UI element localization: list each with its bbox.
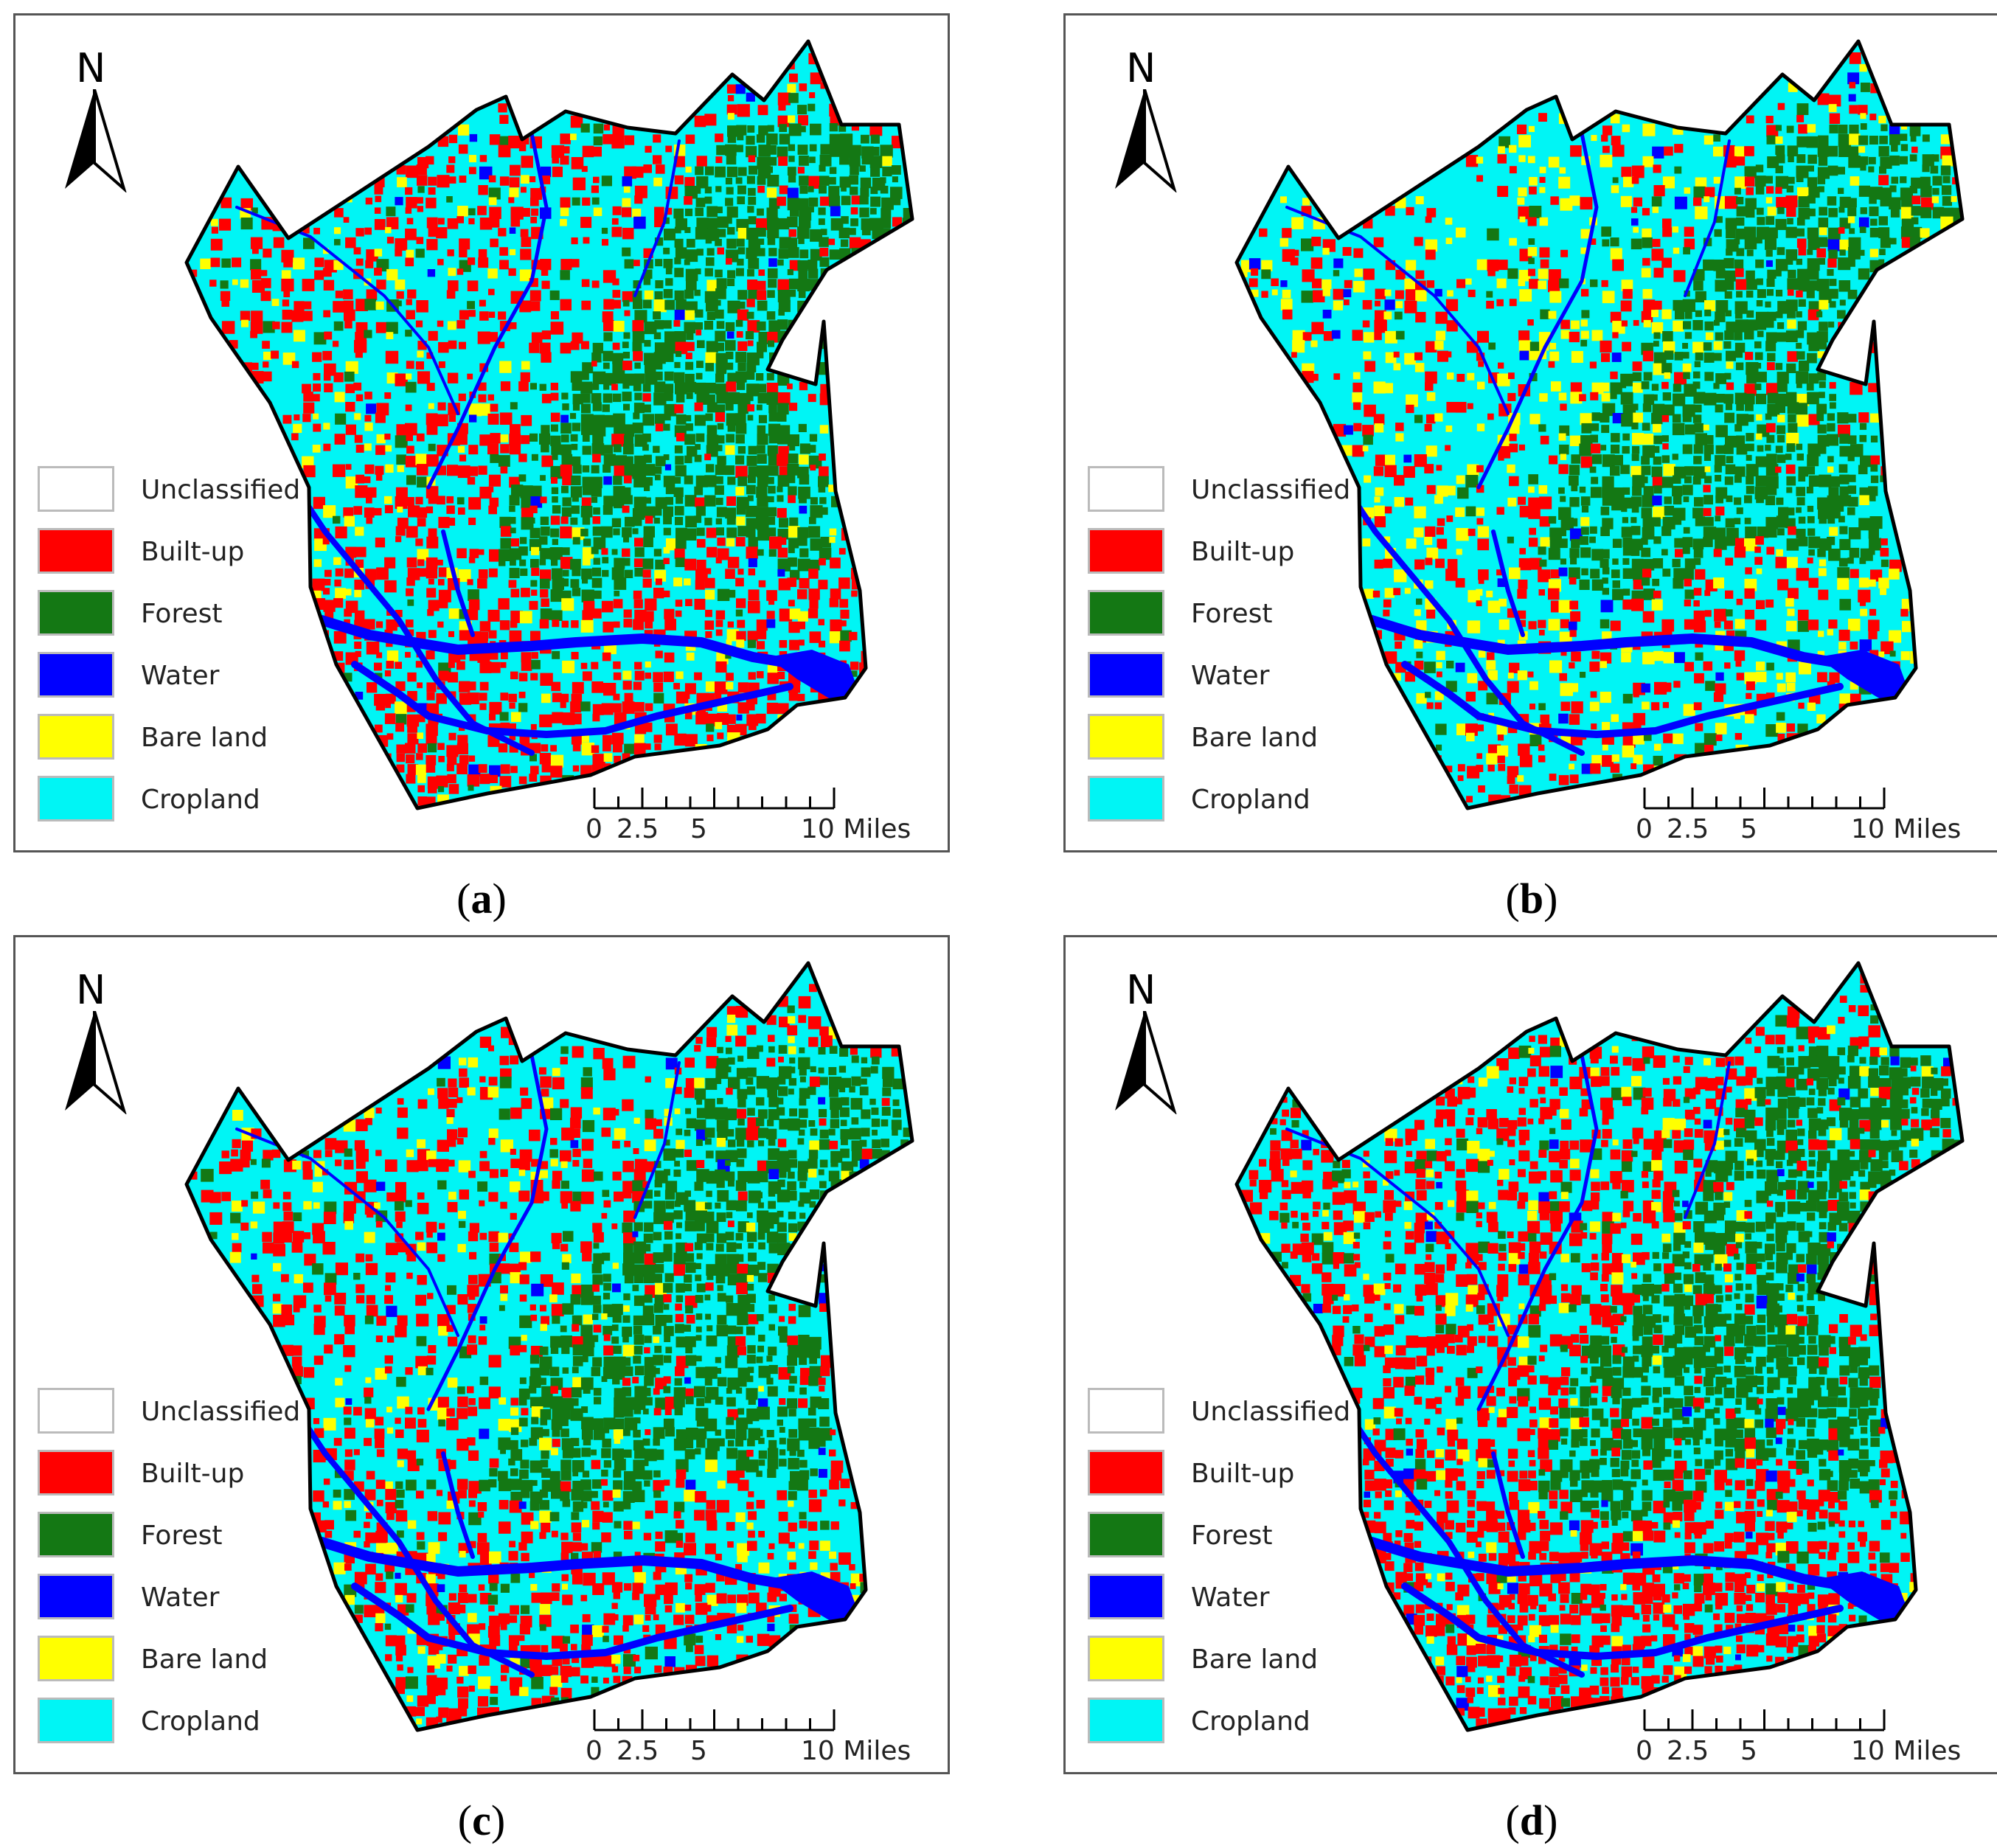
legend-label: Water xyxy=(141,1583,220,1613)
legend-swatch xyxy=(1088,1698,1164,1743)
land-cover-map xyxy=(184,39,914,810)
legend-label: Water xyxy=(1191,661,1270,691)
legend-swatch xyxy=(1088,590,1164,636)
scale-label: 5 xyxy=(1740,814,1757,844)
study-area-boundary xyxy=(1234,961,1965,1732)
study-area-boundary xyxy=(184,39,914,810)
legend-swatch xyxy=(1088,1574,1164,1619)
scale-label: 2.5 xyxy=(617,1736,659,1766)
study-area-boundary xyxy=(184,961,914,1732)
legend-swatch xyxy=(1088,652,1164,698)
legend-swatch xyxy=(38,1698,114,1743)
caption-a: (a) xyxy=(456,875,507,923)
legend-swatch xyxy=(1088,528,1164,574)
legend-label: Forest xyxy=(1191,599,1273,629)
study-area-boundary xyxy=(1234,39,1965,810)
legend-swatch xyxy=(1088,1450,1164,1496)
scale-label: 0 xyxy=(586,814,602,844)
legend-label: Bare land xyxy=(1191,1644,1319,1675)
legend-label: Forest xyxy=(141,599,223,629)
north-label: N xyxy=(76,45,106,91)
legend-label: Cropland xyxy=(141,785,260,815)
caption-b: (b) xyxy=(1505,875,1558,923)
legend-swatch xyxy=(38,1512,114,1557)
scale-label: 0 xyxy=(1636,814,1653,844)
scale-label: 5 xyxy=(690,1736,707,1766)
caption-c: (c) xyxy=(457,1796,506,1844)
map-panel-b: N Unclassified Built-up Forest Water Bare lan… xyxy=(1063,13,1997,852)
legend-label: Water xyxy=(141,661,220,691)
legend-swatch xyxy=(38,1388,114,1434)
north-arrow-icon xyxy=(65,89,127,192)
scale-label: 5 xyxy=(690,814,707,844)
scale-label: 2.5 xyxy=(617,814,659,844)
north-arrow-icon xyxy=(65,1011,127,1114)
legend-label: Cropland xyxy=(141,1706,260,1737)
north-arrow-icon xyxy=(1115,1011,1177,1114)
land-cover-map xyxy=(1234,961,1965,1732)
legend-swatch xyxy=(1088,1388,1164,1434)
legend-swatch xyxy=(38,652,114,698)
legend-label: Cropland xyxy=(1191,1706,1310,1737)
legend-label: Built-up xyxy=(1191,537,1295,567)
scale-label: 10 Miles xyxy=(1851,814,1962,844)
scale-label: 5 xyxy=(1740,1736,1757,1766)
legend-swatch xyxy=(38,590,114,636)
map-panel-a: N Unclassified Built-up Forest Water Bare lan… xyxy=(13,13,950,852)
legend-label: Unclassified xyxy=(1191,475,1351,505)
legend-label: Unclassified xyxy=(1191,1397,1351,1427)
legend-label: Unclassified xyxy=(141,1397,301,1427)
scale-label: 0 xyxy=(1636,1736,1653,1766)
legend-swatch xyxy=(38,466,114,512)
map-panel-d: N Unclassified Built-up Forest Water Bare lan… xyxy=(1063,935,1997,1774)
scale-label: 10 Miles xyxy=(801,1736,911,1766)
legend-label: Built-up xyxy=(1191,1459,1295,1489)
scale-label: 0 xyxy=(586,1736,602,1766)
classified-raster xyxy=(1237,963,1962,1730)
north-arrow-icon xyxy=(1115,89,1177,192)
land-cover-map xyxy=(1234,39,1965,810)
classified-raster xyxy=(1237,41,1962,808)
legend-label: Bare land xyxy=(1191,723,1319,753)
scale-label: 10 Miles xyxy=(1851,1736,1962,1766)
classified-raster xyxy=(187,41,912,808)
legend-label: Forest xyxy=(141,1521,223,1551)
north-label: N xyxy=(1126,967,1156,1013)
north-label: N xyxy=(1126,45,1156,91)
legend-label: Bare land xyxy=(141,723,268,753)
legend-swatch xyxy=(38,776,114,821)
legend-label: Water xyxy=(1191,1583,1270,1613)
legend-label: Built-up xyxy=(141,1459,245,1489)
scale-label: 2.5 xyxy=(1667,1736,1709,1766)
legend-swatch xyxy=(38,1574,114,1619)
legend-label: Cropland xyxy=(1191,785,1310,815)
land-cover-map xyxy=(184,961,914,1732)
legend-swatch xyxy=(38,714,114,760)
legend-label: Bare land xyxy=(141,1644,268,1675)
legend-swatch xyxy=(38,528,114,574)
legend-swatch xyxy=(1088,1636,1164,1681)
legend-swatch xyxy=(1088,714,1164,760)
caption-d: (d) xyxy=(1505,1796,1558,1844)
legend-label: Unclassified xyxy=(141,475,301,505)
legend-swatch xyxy=(38,1636,114,1681)
map-panel-c: N Unclassified Built-up Forest Water Bare lan… xyxy=(13,935,950,1774)
legend-swatch xyxy=(1088,466,1164,512)
legend-swatch xyxy=(1088,1512,1164,1557)
north-label: N xyxy=(76,967,106,1013)
legend-label: Forest xyxy=(1191,1521,1273,1551)
legend-label: Built-up xyxy=(141,537,245,567)
legend-swatch xyxy=(1088,776,1164,821)
legend-swatch xyxy=(38,1450,114,1496)
scale-label: 10 Miles xyxy=(801,814,911,844)
scale-label: 2.5 xyxy=(1667,814,1709,844)
classified-raster xyxy=(187,963,912,1730)
